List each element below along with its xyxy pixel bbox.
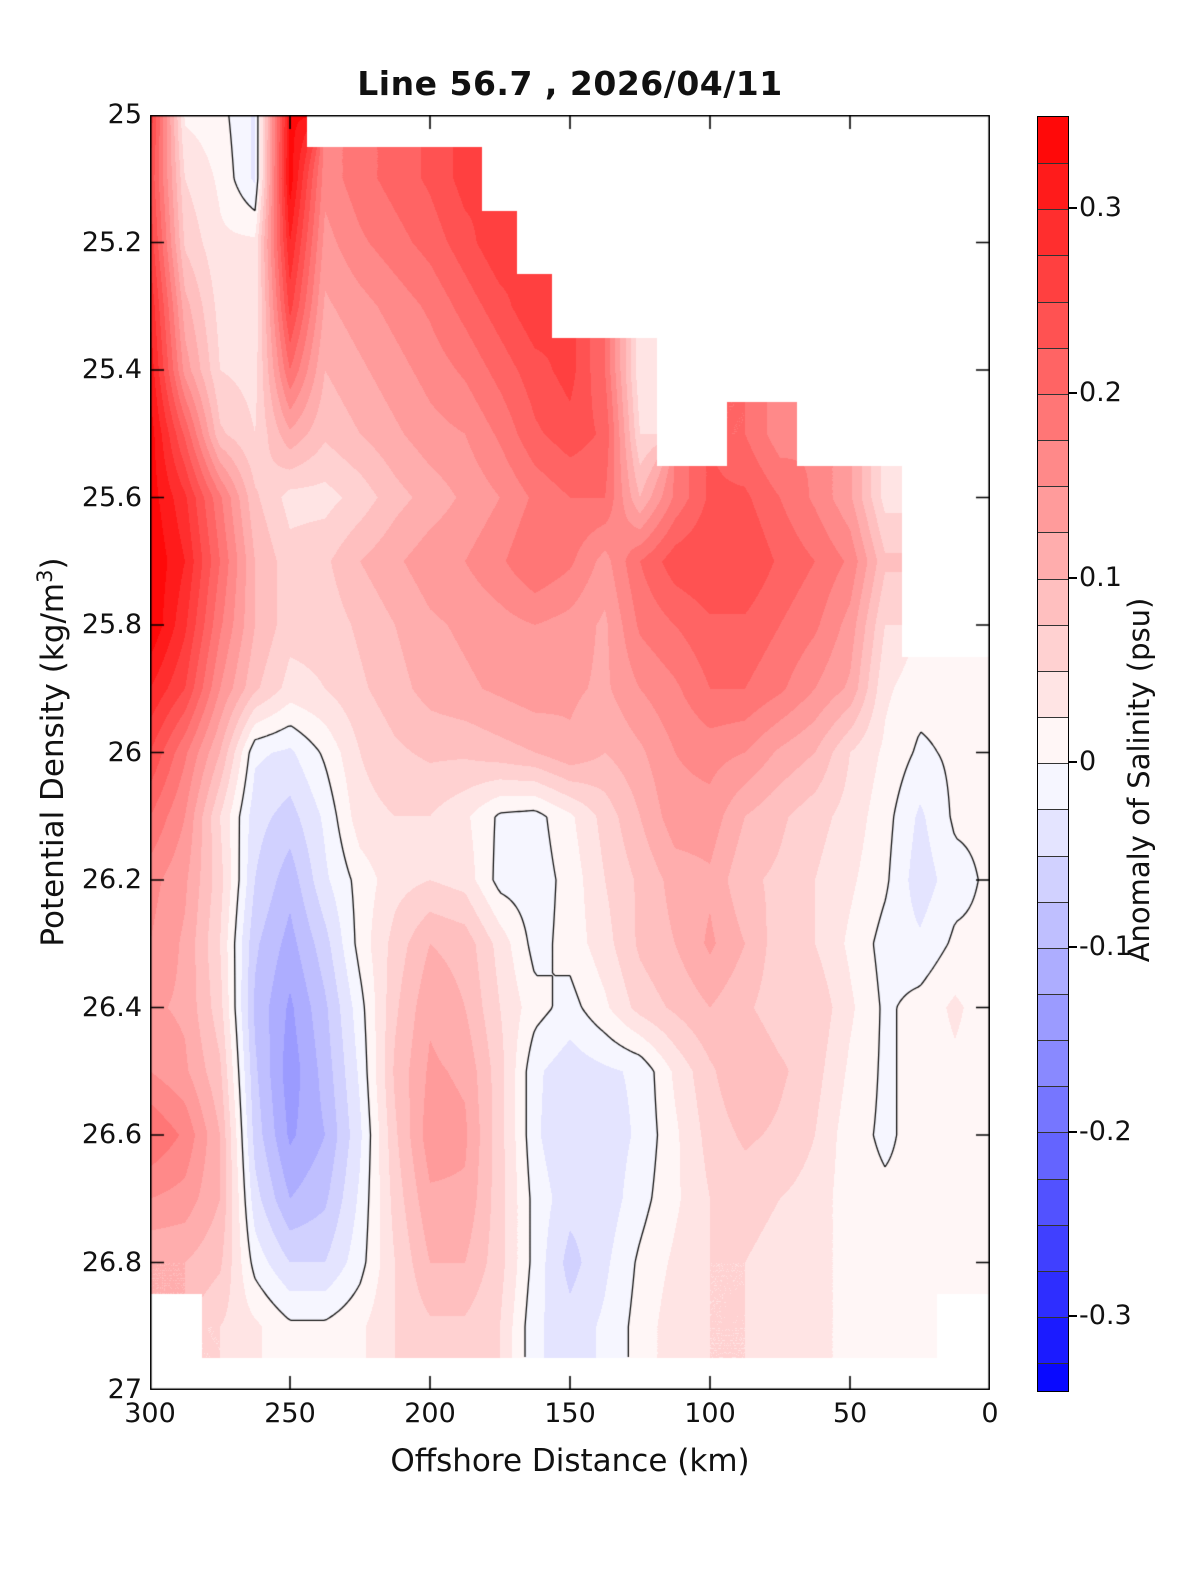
- colorbar-segment: [1038, 809, 1068, 856]
- colorbar-segment: [1038, 1178, 1068, 1225]
- colorbar-segment: [1038, 993, 1068, 1041]
- colorbar-tick-mark: [1069, 576, 1077, 579]
- y-axis-label-superscript: 3: [32, 569, 57, 583]
- plot-title: Line 56.7 , 2026/04/11: [357, 64, 783, 103]
- x-tick-label: 250: [264, 1398, 316, 1429]
- colorbar-segment: [1038, 209, 1068, 256]
- contour-plot-canvas: [150, 115, 990, 1390]
- y-tick-label: 26.6: [81, 1119, 142, 1150]
- colorbar-segment: [1038, 1363, 1068, 1391]
- y-tick-label: 26.8: [81, 1246, 142, 1278]
- x-tick-label: 150: [544, 1398, 596, 1429]
- colorbar-segment: [1038, 532, 1068, 579]
- colorbar-tick-label: -0.2: [1079, 1115, 1132, 1147]
- y-tick-label: 25.8: [81, 609, 142, 640]
- colorbar-tick-label: 0.3: [1079, 192, 1122, 224]
- y-tick-label: 25.6: [81, 481, 142, 513]
- colorbar-segment: [1038, 1270, 1068, 1318]
- colorbar-segment: [1038, 763, 1068, 810]
- colorbar-segment: [1038, 1040, 1068, 1087]
- colorbar-segment: [1038, 855, 1068, 902]
- y-tick-label: 27: [107, 1374, 142, 1405]
- x-tick-label: 50: [832, 1398, 868, 1429]
- colorbar-segment: [1038, 578, 1068, 625]
- colorbar-segment: [1038, 717, 1068, 764]
- y-tick-label: 26.2: [81, 864, 142, 895]
- colorbar-segment: [1038, 163, 1068, 210]
- colorbar: [1037, 116, 1069, 1392]
- colorbar-segment: [1038, 901, 1068, 948]
- colorbar-tick-mark: [1069, 1315, 1077, 1318]
- colorbar-segment: [1038, 440, 1068, 487]
- x-tick-label: 0: [981, 1398, 999, 1429]
- colorbar-label: Anomaly of Salinity (psu): [1122, 597, 1156, 963]
- colorbar-segment: [1038, 1132, 1068, 1179]
- colorbar-segment: [1038, 670, 1068, 718]
- colorbar-segment: [1038, 393, 1068, 441]
- x-tick-label: 300: [124, 1398, 176, 1429]
- y-axis-label-text: Potential Density (kg/m: [35, 582, 72, 947]
- y-tick-label: 26.4: [81, 991, 142, 1023]
- x-axis-label: Offshore Distance (km): [390, 1443, 750, 1479]
- colorbar-segment: [1038, 486, 1068, 533]
- colorbar-tick-label: 0.1: [1079, 561, 1122, 593]
- y-tick-label: 26: [107, 736, 142, 768]
- colorbar-segment: [1038, 947, 1068, 994]
- colorbar-tick-label: -0.1: [1079, 930, 1132, 962]
- colorbar-tick-mark: [1069, 207, 1077, 210]
- y-axis-label: Potential Density (kg/m3): [33, 557, 71, 946]
- colorbar-tick-mark: [1069, 391, 1077, 394]
- colorbar-segment: [1038, 301, 1068, 348]
- colorbar-segment: [1038, 347, 1068, 394]
- colorbar-tick-label: 0: [1079, 746, 1097, 778]
- x-tick-label: 100: [684, 1398, 736, 1429]
- colorbar-tick-mark: [1069, 761, 1077, 764]
- colorbar-segment: [1038, 117, 1068, 164]
- colorbar-segment: [1038, 255, 1068, 302]
- colorbar-tick-label: -0.3: [1079, 1300, 1132, 1332]
- colorbar-segment: [1038, 624, 1068, 671]
- y-axis-label-suffix: ): [35, 557, 72, 570]
- y-tick-label: 25: [107, 99, 142, 130]
- colorbar-segment: [1038, 1086, 1068, 1133]
- x-tick-label: 200: [404, 1398, 456, 1429]
- colorbar-segment: [1038, 1224, 1068, 1271]
- y-tick-label: 25.2: [81, 226, 142, 258]
- colorbar-tick-mark: [1069, 1130, 1077, 1133]
- y-tick-label: 25.4: [81, 354, 142, 385]
- colorbar-segment: [1038, 1317, 1068, 1364]
- colorbar-tick-label: 0.2: [1079, 376, 1122, 408]
- colorbar-tick-mark: [1069, 945, 1077, 948]
